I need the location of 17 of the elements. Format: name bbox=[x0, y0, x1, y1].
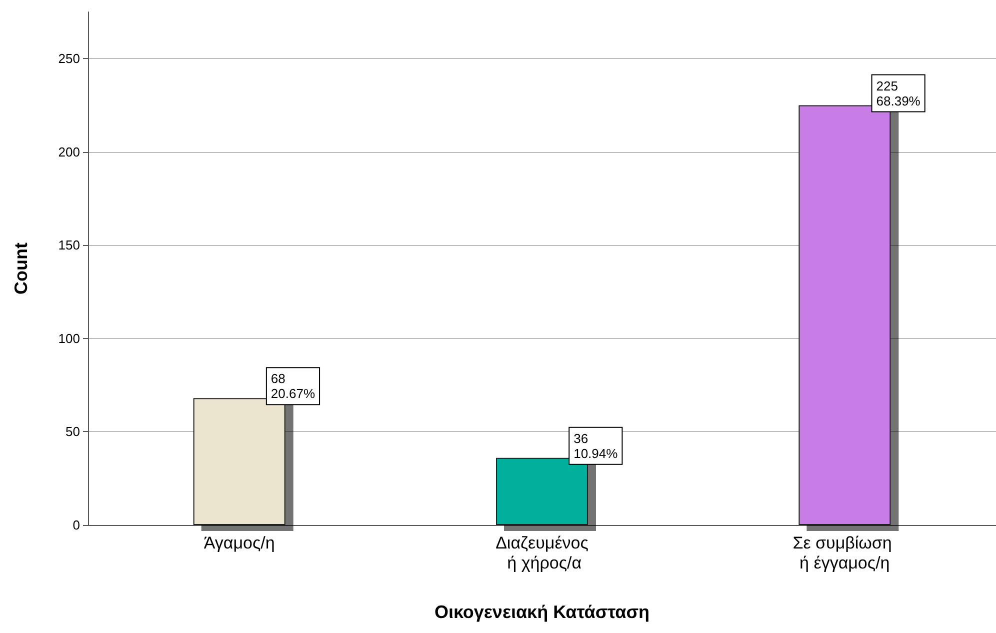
y-tick-label: 100 bbox=[58, 330, 80, 346]
data-label: 225 68.39% bbox=[876, 78, 921, 108]
x-tick-label: Διαζευμένος ή χήρος/α bbox=[496, 534, 588, 572]
x-tick-label: Σε συμβίωση ή έγγαμος/η bbox=[792, 534, 897, 572]
x-tick-label: Άγαμος/η bbox=[204, 534, 275, 552]
data-label: 36 10.94% bbox=[574, 430, 618, 461]
y-tick-label: 250 bbox=[58, 51, 80, 66]
y-tick-label: 0 bbox=[72, 518, 80, 532]
y-tick-label: 200 bbox=[58, 144, 80, 160]
bar bbox=[496, 458, 588, 525]
bar bbox=[193, 398, 286, 525]
bar bbox=[798, 105, 891, 525]
y-tick-label: 150 bbox=[58, 238, 80, 253]
y-tick-label: 50 bbox=[66, 424, 80, 440]
y-axis-title: Count bbox=[11, 242, 31, 294]
data-label: 68 20.67% bbox=[270, 371, 316, 402]
x-axis-title: Οικογενειακή Κατάσταση bbox=[434, 602, 650, 622]
